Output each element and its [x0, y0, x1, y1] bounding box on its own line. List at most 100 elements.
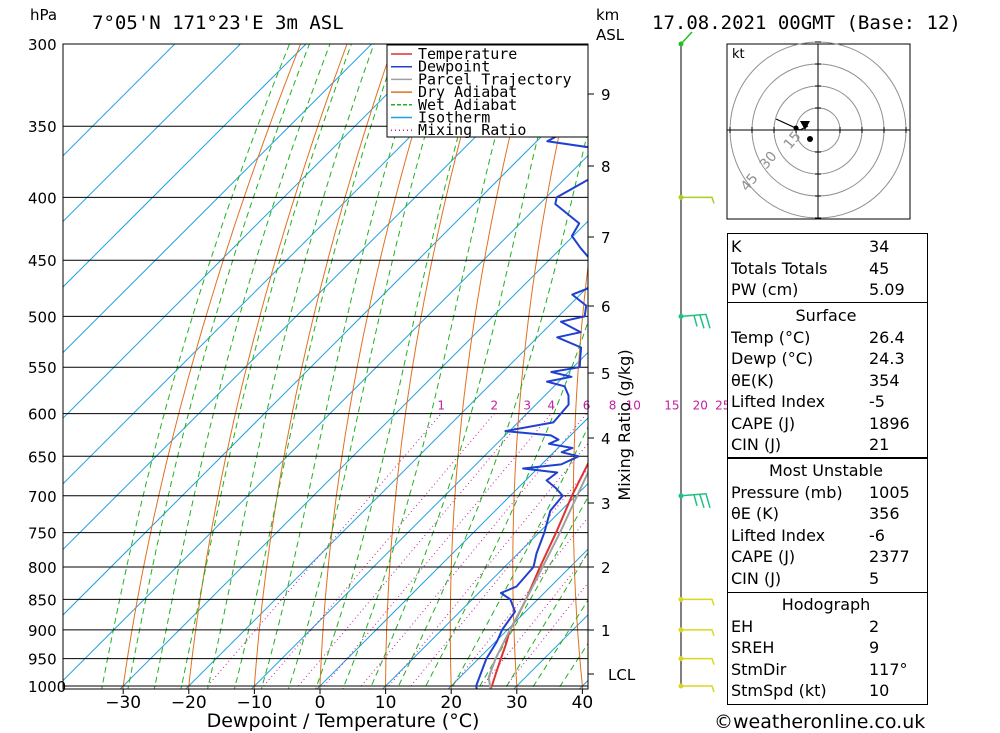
pressure-tick-label: 700 — [28, 488, 57, 506]
x-tick-label: 0 — [315, 693, 326, 713]
mixing-ratio-axis-title: Mixing Ratio (g/kg) — [615, 349, 634, 500]
isotherm-line — [381, 482, 588, 689]
hodograph-point — [793, 125, 799, 131]
wet-adiabat-line — [315, 44, 485, 689]
x-tick-label: −20 — [171, 693, 207, 713]
index-label: Lifted Index — [731, 525, 826, 545]
surface-box — [727, 302, 928, 458]
km-tick-label: 4 — [601, 430, 611, 448]
hodograph-unit: kt — [732, 47, 745, 62]
pressure-tick-label: 350 — [28, 118, 57, 136]
surface-table: Surface Temp (°C) 26.4 Dewp (°C) 24.3 θE(K) 35… — [727, 305, 925, 456]
table-row: PW (cm) 5.09 — [727, 279, 925, 301]
km-tick-label: 6 — [601, 298, 611, 316]
km-tick-label: 1 — [601, 622, 611, 640]
isotherm-line — [316, 417, 588, 689]
index-label: PW (cm) — [731, 280, 799, 299]
index-value: 2 — [869, 616, 880, 636]
wet-adiabat-line — [207, 44, 375, 689]
isotherm-line — [185, 286, 588, 689]
index-value: 1896 — [869, 413, 910, 433]
index-label: EH — [731, 616, 754, 636]
index-label: CAPE (J) — [731, 547, 796, 566]
index-value: 354 — [869, 370, 900, 390]
index-label: StmSpd (kt) — [731, 681, 827, 700]
table-row: Dewp (°C) 24.3 — [727, 348, 925, 370]
pressure-tick-label: 500 — [28, 308, 57, 326]
isotherm-line — [63, 44, 438, 419]
isotherm-line — [63, 154, 588, 682]
km-tick-label: 5 — [601, 365, 611, 383]
mixing-ratio-line — [361, 413, 587, 687]
legend-box — [386, 44, 589, 138]
wet-adiabat-line — [153, 44, 331, 689]
mixing-ratio-label: 4 — [547, 399, 555, 413]
x-tick-label: 40 — [572, 693, 594, 713]
mixing-ratio-label: 15 — [664, 399, 679, 413]
mixing-ratio-label: 25 — [715, 399, 730, 413]
table-row: θE(K) 354 — [727, 370, 925, 392]
most-unstable-table: Most Unstable Pressure (mb) 1005 θE (K) 356 L… — [727, 460, 925, 589]
legend-entry: Temperature — [418, 45, 517, 63]
table-title: Hodograph — [781, 595, 871, 614]
dry-adiabat-line — [187, 44, 348, 689]
mixing-ratio-label: 3 — [523, 399, 531, 413]
table-row: StmSpd (kt) 10 — [727, 680, 925, 702]
index-value: 356 — [869, 504, 900, 523]
index-value: 21 — [869, 435, 890, 454]
index-value: 34 — [869, 237, 890, 256]
x-tick-label: 30 — [506, 693, 528, 713]
table-row: θE (K) 356 — [727, 503, 925, 525]
mixing-ratio-label: 10 — [626, 399, 641, 413]
mixing-ratio-label: 20 — [693, 399, 708, 413]
index-label: Pressure (mb) — [731, 482, 843, 502]
index-label: CIN (J) — [731, 435, 782, 454]
index-label: K — [731, 237, 742, 256]
wet-adiabat-line — [504, 551, 588, 689]
table-row: Totals Totals 45 — [727, 258, 925, 280]
km-tick-label: 8 — [601, 158, 611, 176]
wind-barb — [680, 31, 693, 45]
wind-barb — [681, 657, 715, 665]
dry-adiabat-line — [449, 44, 534, 689]
wet-adiabat-line — [180, 44, 352, 689]
table-row: CAPE (J) 1896 — [727, 413, 925, 435]
table-row: Lifted Index -5 — [727, 391, 925, 413]
index-value: 1005 — [869, 482, 910, 502]
table-title-row: Surface — [727, 305, 925, 327]
pressure-tick-label: 600 — [28, 406, 57, 424]
dewpoint-line — [475, 107, 588, 689]
x-tick-label: −10 — [236, 693, 272, 713]
km-tick-label: 2 — [601, 559, 611, 577]
pressure-tick-label: 900 — [28, 622, 57, 640]
table-title: Surface — [795, 306, 857, 325]
table-row: CIN (J) 21 — [727, 434, 925, 456]
mixing-ratio-line — [263, 413, 495, 687]
dry-adiabat-line — [689, 7, 726, 712]
date-title: 17.08.2021 00GMT (Base: 12) — [652, 12, 961, 34]
pressure-tick-label: 300 — [28, 36, 57, 54]
wet-adiabat-line — [369, 44, 562, 689]
index-label: Lifted Index — [731, 392, 826, 411]
legend-entry: Wet Adiabat — [418, 96, 517, 114]
table-row: Temp (°C) 26.4 — [727, 327, 925, 349]
asl-unit-label: ASL — [596, 26, 625, 44]
hpa-unit-label: hPa — [30, 6, 57, 24]
wet-adiabat-line — [101, 44, 291, 689]
index-label: SREH — [731, 638, 775, 657]
dry-adiabat-line — [950, 7, 1000, 712]
wind-barb — [680, 493, 711, 509]
wind-barb-feather — [693, 315, 698, 327]
wind-barb-feather — [699, 494, 705, 509]
table-title: Most Unstable — [769, 461, 883, 480]
wet-adiabat-line — [287, 44, 454, 689]
dry-adiabat-line — [572, 262, 588, 689]
location-title: 7°05'N 171°23'E 3m ASL — [92, 12, 344, 34]
wind-profile — [678, 31, 715, 693]
index-label: CAPE (J) — [731, 413, 796, 433]
isotherm-line — [447, 548, 588, 689]
table-row: Pressure (mb) 1005 — [727, 482, 925, 504]
dry-adiabat-line — [253, 44, 395, 689]
